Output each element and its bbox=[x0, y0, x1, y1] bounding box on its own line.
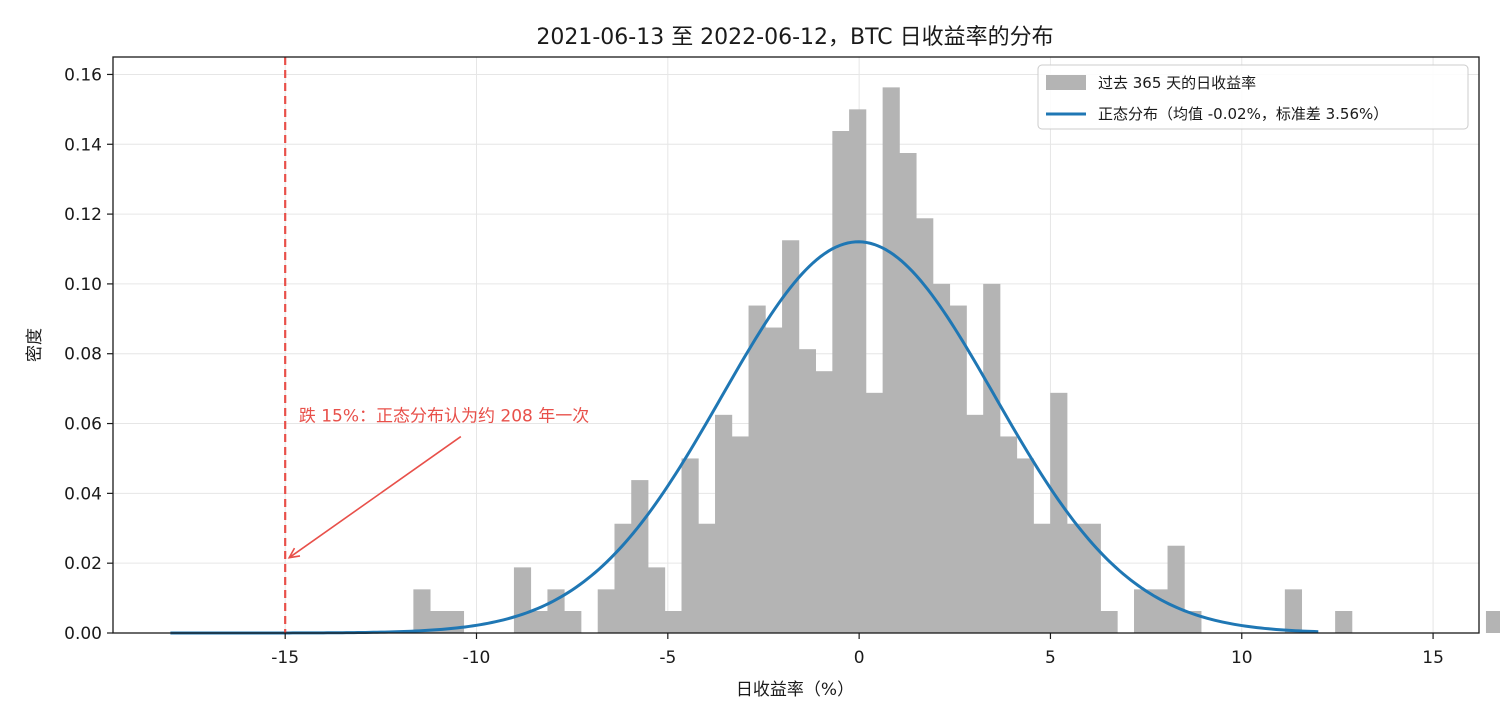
histogram-bar bbox=[513, 567, 532, 633]
x-tick-label: -10 bbox=[463, 648, 491, 668]
x-tick-label: 15 bbox=[1422, 648, 1444, 668]
axis-ticks: -15 -10 -5 0 5 10 15 0.00 0.02 0.04 0.06 0.08 0.10 0.… bbox=[64, 65, 1444, 668]
annotation: 跌 15%：正态分布认为约 208 年一次 bbox=[287, 407, 589, 559]
y-tick-label: 0.06 bbox=[64, 415, 102, 435]
histogram-bar bbox=[1167, 545, 1185, 633]
histogram-bar bbox=[1100, 611, 1118, 633]
y-axis-title: 密度 bbox=[25, 328, 45, 362]
histogram-bar bbox=[966, 414, 984, 633]
histogram-bar bbox=[731, 436, 749, 633]
histogram-bars bbox=[413, 87, 1500, 634]
y-tick-label: 0.08 bbox=[64, 345, 102, 365]
histogram-bar bbox=[715, 414, 733, 633]
legend: 过去 365 天的日收益率 正态分布（均值 -0.02%，标准差 3.56%） bbox=[1037, 64, 1469, 130]
histogram-bar bbox=[899, 153, 917, 633]
chart-title: 2021-06-13 至 2022-06-12，BTC 日收益率的分布 bbox=[536, 25, 1053, 50]
histogram-bar bbox=[1134, 589, 1152, 633]
x-axis-title: 日收益率（%） bbox=[736, 680, 854, 700]
histogram-bar bbox=[647, 567, 666, 633]
histogram-bar bbox=[849, 109, 867, 633]
histogram-bar bbox=[865, 392, 884, 633]
y-tick-label: 0.02 bbox=[64, 554, 102, 574]
histogram-bar bbox=[983, 283, 1001, 633]
y-tick-label: 0.12 bbox=[64, 205, 102, 225]
legend-curve-label: 正态分布（均值 -0.02%，标准差 3.56%） bbox=[1098, 105, 1388, 123]
histogram-bar bbox=[698, 523, 716, 633]
histogram-bar bbox=[1083, 523, 1101, 633]
histogram-bar bbox=[765, 327, 783, 633]
x-tick-label: -5 bbox=[659, 648, 676, 668]
legend-histogram-swatch bbox=[1046, 75, 1086, 90]
histogram-bar bbox=[748, 305, 766, 633]
histogram-bar bbox=[1016, 458, 1034, 633]
x-tick-label: 0 bbox=[854, 648, 865, 668]
histogram-bar bbox=[815, 371, 833, 633]
histogram-bar bbox=[949, 305, 967, 633]
y-tick-label: 0.14 bbox=[64, 135, 102, 155]
histogram-bar bbox=[530, 611, 548, 633]
y-tick-label: 0.00 bbox=[64, 624, 102, 644]
histogram-bar bbox=[782, 240, 800, 634]
histogram-bar bbox=[832, 131, 850, 634]
x-tick-label: -15 bbox=[271, 648, 299, 668]
plot-frame bbox=[112, 56, 1480, 634]
histogram-bar bbox=[664, 611, 682, 633]
histogram-bar bbox=[1485, 611, 1500, 633]
legend-box bbox=[1037, 64, 1469, 130]
histogram-bar bbox=[916, 218, 934, 633]
histogram-bar bbox=[597, 589, 615, 633]
histogram-bar bbox=[798, 349, 816, 633]
histogram-bar bbox=[1284, 589, 1303, 633]
y-tick-label: 0.16 bbox=[64, 65, 102, 85]
annotation-text: 跌 15%：正态分布认为约 208 年一次 bbox=[299, 407, 589, 427]
histogram-bar bbox=[1033, 523, 1051, 633]
histogram-bar bbox=[631, 480, 649, 633]
histogram-bar bbox=[999, 436, 1018, 633]
histogram-bar bbox=[413, 589, 431, 633]
legend-histogram-label: 过去 365 天的日收益率 bbox=[1098, 74, 1256, 92]
histogram-bar bbox=[882, 87, 900, 633]
histogram-bar bbox=[1050, 392, 1068, 633]
y-tick-label: 0.04 bbox=[64, 484, 102, 504]
x-tick-label: 10 bbox=[1231, 648, 1253, 668]
annotation-arrow bbox=[288, 435, 462, 559]
x-tick-label: 5 bbox=[1045, 648, 1056, 668]
histogram-bar bbox=[932, 283, 951, 633]
annotation-arrowhead bbox=[287, 547, 301, 559]
histogram-bar bbox=[681, 458, 699, 633]
y-tick-label: 0.10 bbox=[64, 275, 102, 295]
histogram-bar bbox=[564, 611, 582, 633]
histogram-bar bbox=[430, 611, 448, 633]
histogram-bar bbox=[1066, 523, 1085, 633]
histogram-bar bbox=[1335, 611, 1353, 633]
